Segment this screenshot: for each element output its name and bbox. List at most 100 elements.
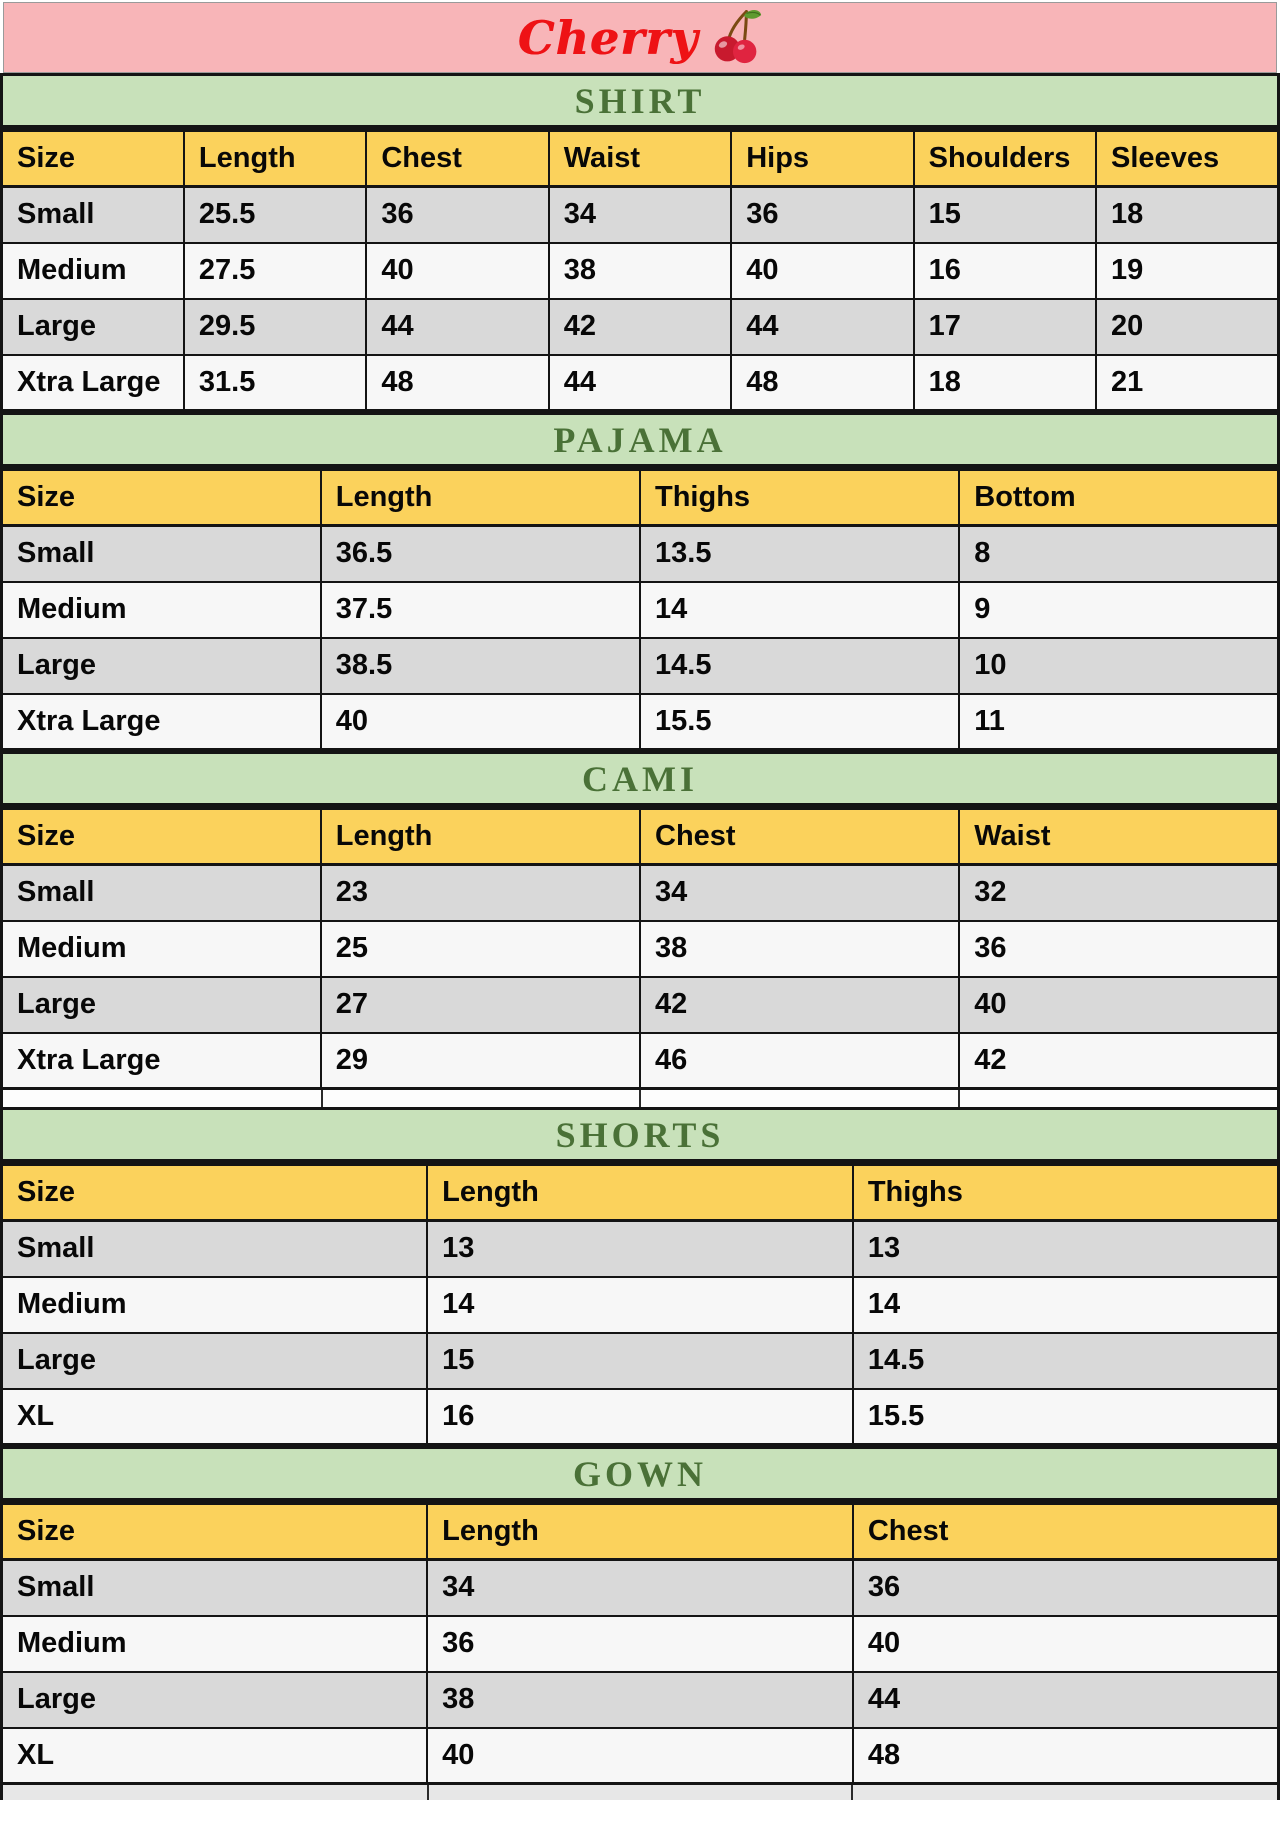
- header-cell-size: Size: [0, 807, 322, 866]
- table-row: Xtra Large 29 46 42: [0, 1031, 1280, 1090]
- value-cell: 40: [730, 241, 915, 300]
- size-cell: Xtra Large: [0, 353, 185, 412]
- brand-title: Cherry: [517, 10, 699, 65]
- table-row: Large 29.5 44 42 44 17 20: [0, 297, 1280, 356]
- column-border-stub: [957, 1090, 960, 1107]
- table-row: Large 38 44: [0, 1670, 1280, 1729]
- value-cell: 38.5: [319, 636, 642, 695]
- table-row: Small 23 34 32: [0, 863, 1280, 922]
- size-cell: Xtra Large: [0, 692, 322, 751]
- table-row: Large 15 14.5: [0, 1331, 1280, 1390]
- table-row: Large 27 42 40: [0, 975, 1280, 1034]
- value-cell: 38: [426, 1670, 854, 1729]
- value-cell: 40: [851, 1614, 1280, 1673]
- value-cell: 15.5: [851, 1387, 1280, 1446]
- shorts-size-table: Size Length Thighs Small 13 13 Medium 14 14 Large…: [0, 1163, 1280, 1446]
- value-cell: 16: [426, 1387, 854, 1446]
- value-cell: 15: [426, 1331, 854, 1390]
- value-cell: 40: [958, 975, 1280, 1034]
- section-title-band-gown: GOWN: [0, 1446, 1280, 1502]
- size-cell: Large: [0, 297, 185, 356]
- column-border-stub: [320, 1090, 323, 1107]
- value-cell: 9: [958, 580, 1280, 639]
- section-title: SHORTS: [555, 1114, 725, 1155]
- section-cami: CAMI Size Length Chest Waist Small 23 34 32 Mediu…: [0, 751, 1280, 1090]
- cherries-icon: [715, 9, 762, 63]
- table-row: Large 38.5 14.5 10: [0, 636, 1280, 695]
- value-cell: 27: [319, 975, 642, 1034]
- value-cell: 18: [1095, 185, 1280, 244]
- size-cell: Medium: [0, 241, 185, 300]
- value-cell: 36: [851, 1558, 1280, 1617]
- table-row: Medium 37.5 14 9: [0, 580, 1280, 639]
- header-cell-chest: Chest: [851, 1502, 1280, 1561]
- table-row: Xtra Large 40 15.5 11: [0, 692, 1280, 751]
- value-cell: 29: [319, 1031, 642, 1090]
- cropped-bottom-row: [0, 1785, 1280, 1800]
- value-cell: 13: [851, 1219, 1280, 1278]
- header-cell-chest: Chest: [638, 807, 961, 866]
- header-row: Size Length Chest: [0, 1502, 1280, 1561]
- header-cell-waist: Waist: [958, 807, 1280, 866]
- value-cell: 17: [912, 297, 1098, 356]
- header-cell-length: Length: [426, 1163, 854, 1222]
- size-cell: XL: [0, 1387, 429, 1446]
- value-cell: 34: [547, 185, 733, 244]
- table-row: Medium 36 40: [0, 1614, 1280, 1673]
- header-cell-sleeves: Sleeves: [1095, 129, 1280, 188]
- header-cell-waist: Waist: [547, 129, 733, 188]
- value-cell: 36: [426, 1614, 854, 1673]
- section-title-band-cami: CAMI: [0, 751, 1280, 807]
- header-row: Size Length Chest Waist: [0, 807, 1280, 866]
- value-cell: 46: [638, 1031, 961, 1090]
- header-row: Size Length Thighs Bottom: [0, 468, 1280, 527]
- value-cell: 29.5: [182, 297, 368, 356]
- section-title: PAJAMA: [553, 419, 727, 460]
- header-cell-length: Length: [182, 129, 368, 188]
- value-cell: 14: [426, 1275, 854, 1334]
- value-cell: 38: [638, 919, 961, 978]
- size-cell: Small: [0, 1558, 429, 1617]
- value-cell: 40: [319, 692, 642, 751]
- table-row: Small 36.5 13.5 8: [0, 524, 1280, 583]
- column-border-stub: [851, 1785, 854, 1800]
- section-title-band-shirt: SHIRT: [0, 73, 1280, 129]
- size-cell: Large: [0, 1670, 429, 1729]
- size-cell: Large: [0, 975, 322, 1034]
- value-cell: 36: [958, 919, 1280, 978]
- header-cell-size: Size: [0, 1163, 429, 1222]
- value-cell: 36: [365, 185, 550, 244]
- value-cell: 44: [851, 1670, 1280, 1729]
- size-cell: Large: [0, 636, 322, 695]
- cami-size-table: Size Length Chest Waist Small 23 34 32 Medium 25 3…: [0, 807, 1280, 1090]
- header-cell-size: Size: [0, 129, 185, 188]
- section-title-band-pajama: PAJAMA: [0, 412, 1280, 468]
- value-cell: 36.5: [319, 524, 642, 583]
- table-row: Medium 14 14: [0, 1275, 1280, 1334]
- section-gown: GOWN Size Length Chest Small 34 36 Medium 36 40 La…: [0, 1446, 1280, 1785]
- value-cell: 34: [426, 1558, 854, 1617]
- cropped-row-gap: [0, 1090, 1280, 1107]
- section-shorts: SHORTS Size Length Thighs Small 13 13 Medium 14 1…: [0, 1107, 1280, 1446]
- table-row: XL 40 48: [0, 1726, 1280, 1785]
- pajama-size-table: Size Length Thighs Bottom Small 36.5 13.5 8 Medi…: [0, 468, 1280, 751]
- table-row: Medium 25 38 36: [0, 919, 1280, 978]
- value-cell: 38: [547, 241, 733, 300]
- value-cell: 32: [958, 863, 1280, 922]
- size-cell: Medium: [0, 919, 322, 978]
- value-cell: 13: [426, 1219, 854, 1278]
- header-cell-thighs: Thighs: [638, 468, 961, 527]
- section-shirt: SHIRT Size Length Chest Waist Hips Shoulders Sl…: [0, 73, 1280, 412]
- section-title: CAMI: [582, 758, 698, 799]
- table-row: Small 25.5 36 34 36 15 18: [0, 185, 1280, 244]
- value-cell: 14.5: [851, 1331, 1280, 1390]
- gown-size-table: Size Length Chest Small 34 36 Medium 36 40 Large 3…: [0, 1502, 1280, 1785]
- size-cell: Medium: [0, 580, 322, 639]
- section-title: SHIRT: [574, 80, 706, 121]
- shirt-size-table: Size Length Chest Waist Hips Shoulders Sleeves…: [0, 129, 1280, 412]
- size-tables: SHIRT Size Length Chest Waist Hips Shoulders Sl…: [0, 73, 1280, 1800]
- value-cell: 34: [638, 863, 961, 922]
- value-cell: 15.5: [638, 692, 961, 751]
- value-cell: 19: [1095, 241, 1280, 300]
